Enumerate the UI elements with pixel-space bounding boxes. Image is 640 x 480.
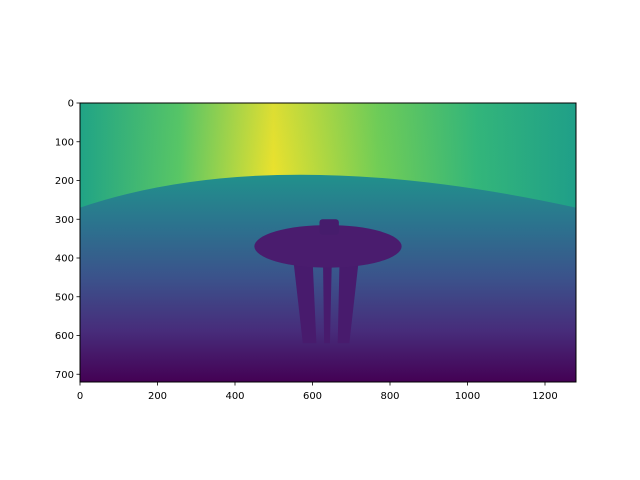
x-tick-label: 1200	[532, 391, 557, 402]
y-tick-label: 600	[55, 331, 74, 342]
x-tick-label: 800	[380, 391, 399, 402]
y-tick-label: 200	[55, 176, 74, 187]
tower-leg-3	[337, 258, 359, 344]
tower-structure	[254, 219, 402, 344]
plot-frame	[79, 102, 577, 383]
y-axis: 0 100 200 300 400 500 600 700	[55, 99, 80, 381]
x-axis: 0 200 400 600 800 1000 1200	[77, 382, 558, 402]
x-tick-label: 1000	[455, 391, 480, 402]
tower-saucer	[254, 225, 402, 268]
x-tick-label: 400	[225, 391, 244, 402]
tower-spire	[319, 219, 339, 235]
plot-area	[80, 103, 576, 382]
y-tick-label: 700	[55, 370, 74, 381]
y-tick-label: 0	[68, 99, 74, 110]
x-tick-label: 0	[77, 391, 83, 402]
y-tick-label: 300	[55, 215, 74, 226]
y-tick-label: 400	[55, 254, 74, 265]
x-tick-label: 600	[303, 391, 322, 402]
y-tick-label: 100	[55, 137, 74, 148]
x-tick-label: 200	[148, 391, 167, 402]
tower-leg-2	[322, 258, 332, 344]
tower-leg-1	[293, 258, 317, 344]
y-tick-label: 500	[55, 292, 74, 303]
